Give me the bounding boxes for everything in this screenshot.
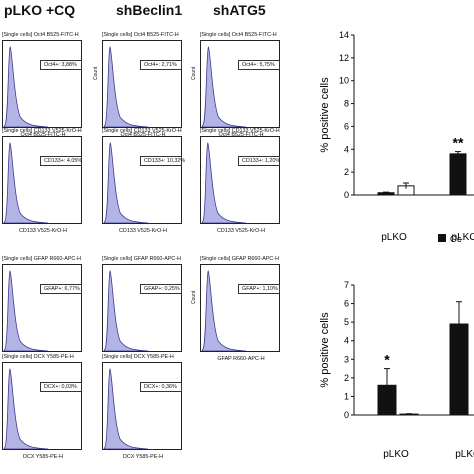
histogram-panel: [Single cells] CD133 V525-KrO-H CD133+: 4… — [0, 128, 86, 242]
gate-label: Oct4+: 5,75% — [238, 60, 280, 70]
histogram-plot — [102, 362, 182, 450]
header-shbeclin1: shBeclin1 — [116, 2, 183, 18]
panel-title: [Single cells] GFAP R660-APC-H — [102, 256, 181, 262]
y-tick-label: 6 — [344, 299, 349, 309]
header-shatg5: shATG5 — [213, 2, 266, 18]
y-tick-label: 4 — [344, 336, 349, 346]
y-tick-label: 6 — [344, 121, 349, 131]
y-tick-label: 0 — [344, 410, 349, 420]
panel-xlabel: Oct4 B525-FITC-H — [20, 132, 66, 138]
panel-title: [Single cells] CD133 V525-KrO-H — [102, 128, 182, 134]
histogram-curve — [3, 46, 49, 127]
y-tick-label: 12 — [339, 53, 349, 63]
panel-ylabel: Count — [191, 66, 197, 80]
y-tick-label: 0 — [344, 190, 349, 200]
histogram-panel: [Single cells] Oct4 B525-FITC-H Oct4+: 3,… — [0, 32, 86, 146]
histogram-plot — [200, 136, 280, 224]
panel-xlabel: CD133 V525-KrO-H — [119, 228, 167, 234]
panel-xlabel: CD133 V525-KrO-H — [217, 228, 265, 234]
panel-title: [Single cells] DCX Y585-PE-H — [2, 354, 74, 360]
histogram-curve — [201, 46, 247, 127]
y-tick-label: 14 — [339, 30, 349, 40]
y-tick-label: 7 — [344, 280, 349, 290]
panel-xlabel: Oct4 B525-FITC-H — [120, 132, 166, 138]
y-tick-label: 1 — [344, 391, 349, 401]
panel-ylabel: Count — [191, 290, 197, 304]
gate-label: DCX+: 0,36% — [140, 382, 182, 392]
histogram-plot — [2, 362, 82, 450]
panel-xlabel: DCX Y585-PE-H — [22, 454, 64, 460]
y-tick-label: 10 — [339, 76, 349, 86]
category-label: pLKO( — [452, 232, 474, 243]
gate-label: CD133+: 1,20% — [238, 156, 280, 166]
panel-xlabel: Oct4 B525-FITC-H — [218, 132, 264, 138]
panel-ylabel: Count — [93, 66, 99, 80]
histogram-panel: [Single cells] GFAP R660-APC-H Count GFAP+… — [191, 256, 284, 370]
gate-label: GFAP+: 1,10% — [238, 284, 280, 294]
histogram-plot — [102, 264, 182, 352]
panel-title: [Single cells] GFAP R660-APC-H — [200, 256, 279, 262]
histogram-curve — [103, 270, 149, 351]
histogram-panel: [Single cells] DCX Y585-PE-H DCX+: 0,36% D… — [100, 354, 186, 468]
histogram-curve — [201, 270, 247, 351]
panel-title: [Single cells] CD133 V525-KrO-H — [200, 128, 280, 134]
panel-xlabel: DCX Y585-PE-H — [122, 454, 164, 460]
histogram-plot — [2, 40, 82, 128]
histogram-panel: [Single cells] CD133 V525-KrO-H CD133+: 1… — [100, 128, 186, 242]
legend-label: Oc — [450, 234, 462, 244]
histogram-panel: [Single cells] GFAP R660-APC-H GFAP+: 0,2… — [100, 256, 186, 370]
gate-label: GFAP+: 6,77% — [40, 284, 82, 294]
gate-label: DCX+: 0,03% — [40, 382, 82, 392]
histogram-panel: [Single cells] Oct4 B525-FITC-H Count Oct4… — [191, 32, 284, 146]
panel-title: [Single cells] GFAP R660-APC-H — [2, 256, 81, 262]
bar-chart-top: 0 2 4 6 8 10 12 14 % positive cells pLKO pLKO( ** Oc — [319, 30, 474, 244]
y-tick-label: 2 — [344, 167, 349, 177]
y-tick-label: 8 — [344, 99, 349, 109]
histogram-panel: [Single cells] CD133 V525-KrO-H CD133+: 1… — [198, 128, 284, 242]
histogram-curve — [3, 368, 49, 449]
panel-title: [Single cells] Oct4 B525-FITC-H — [200, 32, 277, 38]
histogram-panel: [Single cells] GFAP R660-APC-H GFAP+: 6,7… — [0, 256, 86, 370]
histogram-panel: [Single cells] DCX Y585-PE-H DCX+: 0,03% D… — [0, 354, 86, 468]
gate-label: GFAP+: 0,25% — [140, 284, 182, 294]
panel-title: [Single cells] CD133 V525-KrO-H — [2, 128, 82, 134]
header-plko-cq: pLKO +CQ — [4, 2, 76, 18]
significance-label: * — [384, 352, 390, 368]
histogram-curve — [103, 46, 149, 127]
panel-xlabel: GFAP R660-APC-H — [217, 356, 265, 362]
category-label: pLKO — [383, 449, 409, 460]
gate-label: Oct4+: 2,71% — [140, 60, 182, 70]
histogram-plot — [200, 40, 280, 128]
category-label: pLKO — [381, 232, 407, 243]
panel-title: [Single cells] DCX Y585-PE-H — [102, 354, 174, 360]
y-tick-label: 2 — [344, 373, 349, 383]
histogram-plot — [200, 264, 280, 352]
histogram-curve — [103, 368, 149, 449]
gate-label: Oct4+: 3,88% — [40, 60, 82, 70]
y-tick-label: 3 — [344, 354, 349, 364]
y-tick-label: 4 — [344, 144, 349, 154]
gate-label: CD133+: 10,32% — [140, 156, 185, 166]
histogram-curve — [3, 270, 49, 351]
histogram-curve — [103, 142, 149, 223]
panel-xlabel: CD133 V525-KrO-H — [19, 228, 67, 234]
histogram-curve — [201, 142, 247, 223]
panel-title: [Single cells] Oct4 B525-FITC-H — [102, 32, 179, 38]
histogram-curve — [3, 142, 49, 223]
significance-label: ** — [453, 135, 464, 151]
y-axis-label: % positive cells — [319, 77, 331, 153]
histogram-plot — [2, 136, 82, 224]
histogram-panel: [Single cells] Oct4 B525-FITC-H Count Oct4… — [93, 32, 186, 146]
y-axis-label: % positive cells — [319, 312, 331, 388]
y-tick-label: 5 — [344, 317, 349, 327]
bar-chart-bottom: 0 1 2 3 4 5 6 7 % positive cells pLKO pLKO * — [319, 280, 474, 460]
category-label: pLKO — [455, 449, 474, 460]
bar — [449, 153, 467, 196]
histogram-plot — [102, 136, 182, 224]
histogram-plot — [2, 264, 82, 352]
legend-swatch — [438, 234, 446, 242]
panel-title: [Single cells] Oct4 B525-FITC-H — [2, 32, 79, 38]
histogram-plot — [102, 40, 182, 128]
gate-label: CD133+: 4,05% — [40, 156, 82, 166]
